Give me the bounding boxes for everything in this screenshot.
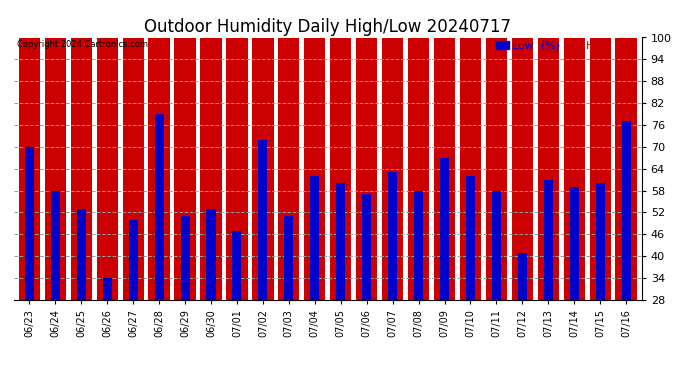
Bar <box>19 38 40 300</box>
Bar <box>155 114 164 300</box>
Bar <box>278 38 299 300</box>
Bar <box>538 38 559 300</box>
Bar <box>595 183 604 300</box>
Bar <box>226 38 248 300</box>
Bar <box>336 183 345 300</box>
Bar <box>181 216 190 300</box>
Bar <box>440 158 449 300</box>
Bar <box>25 147 34 300</box>
Bar <box>97 38 118 300</box>
Bar <box>570 187 579 300</box>
Bar <box>233 231 241 300</box>
Bar <box>414 190 423 300</box>
Bar <box>103 278 112 300</box>
Bar <box>466 176 475 300</box>
Text: Copyright 2024 Cartronics.com: Copyright 2024 Cartronics.com <box>17 40 148 49</box>
Bar <box>408 38 429 300</box>
Bar <box>51 190 60 300</box>
Bar <box>544 180 553 300</box>
Bar <box>304 38 326 300</box>
Bar <box>460 38 481 300</box>
Legend: Low  (%), High  (%): Low (%), High (%) <box>493 39 640 53</box>
Bar <box>382 38 403 300</box>
Title: Outdoor Humidity Daily High/Low 20240717: Outdoor Humidity Daily High/Low 20240717 <box>144 18 511 36</box>
Bar <box>128 220 138 300</box>
Bar <box>258 140 268 300</box>
Bar <box>45 38 66 300</box>
Bar <box>200 38 221 300</box>
Bar <box>253 38 273 300</box>
Bar <box>486 38 507 300</box>
Bar <box>77 209 86 300</box>
Bar <box>284 216 293 300</box>
Bar <box>518 253 527 300</box>
Bar <box>564 38 585 300</box>
Bar <box>330 38 351 300</box>
Bar <box>123 38 144 300</box>
Bar <box>356 38 377 300</box>
Bar <box>175 38 196 300</box>
Bar <box>310 176 319 300</box>
Bar <box>492 190 501 300</box>
Bar <box>362 194 371 300</box>
Bar <box>512 38 533 300</box>
Bar <box>434 38 455 300</box>
Bar <box>615 38 637 300</box>
Bar <box>206 209 215 300</box>
Bar <box>148 38 170 300</box>
Bar <box>388 172 397 300</box>
Bar <box>589 38 611 300</box>
Bar <box>70 38 92 300</box>
Bar <box>622 122 631 300</box>
